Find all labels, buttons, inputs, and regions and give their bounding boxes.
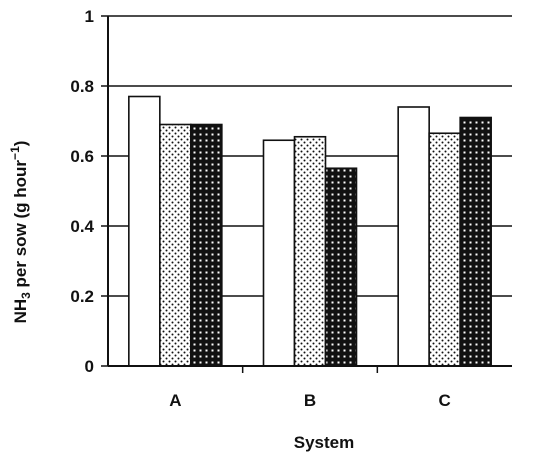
y-axis-title-suffix: ) (11, 141, 30, 147)
y-tick-label: 0 (85, 357, 94, 376)
bar-B-dark-checker (324, 167, 358, 367)
y-tick-label: 1 (85, 7, 94, 26)
y-tick-labels: 0 0.2 0.4 0.6 0.8 1 (70, 7, 94, 376)
y-tick-label: 0.8 (70, 77, 94, 96)
axes (101, 15, 512, 373)
bar-C-dark-checker (459, 116, 492, 367)
y-axis-title-middle: per sow (g hour (11, 160, 30, 293)
y-axis-title: NH3 per sow (g hour−1) (8, 141, 33, 324)
y-axis-title-superscript: −1 (8, 146, 22, 160)
bar-C-dotted (428, 132, 461, 367)
x-tick-label: A (169, 391, 181, 410)
bar-B-white (262, 139, 296, 367)
y-axis-title-subscript: 3 (19, 292, 33, 299)
y-axis-title-prefix: NH (11, 299, 30, 324)
bar-A-white (128, 95, 161, 367)
bar-B-dotted (293, 135, 327, 367)
y-tick-label: 0.2 (70, 287, 94, 306)
bars (128, 95, 492, 367)
bar-A-dark-checker (190, 123, 223, 367)
y-tick-label: 0.6 (70, 147, 94, 166)
x-axis-title: System (294, 433, 354, 452)
y-tick-label: 0.4 (70, 217, 94, 236)
bar-C-white (397, 106, 430, 367)
bar-A-dotted (159, 123, 192, 367)
x-tick-label: B (304, 391, 316, 410)
x-tick-labels: A B C (169, 391, 451, 410)
x-tick-label: C (439, 391, 451, 410)
